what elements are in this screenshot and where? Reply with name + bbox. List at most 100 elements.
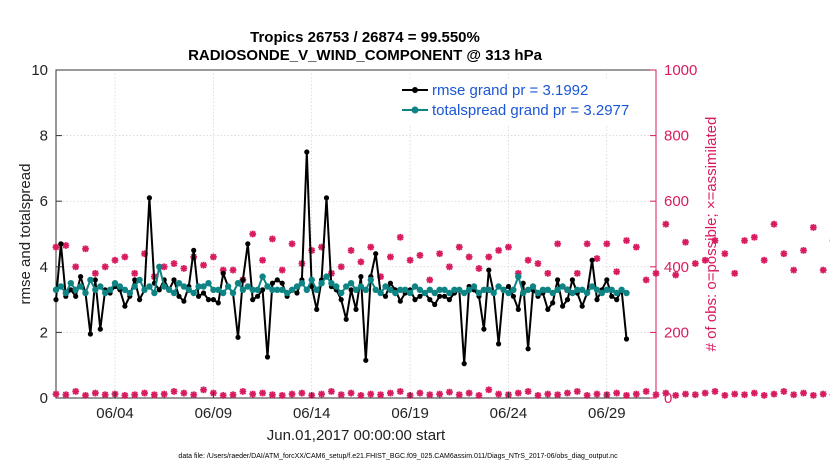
- totalspread-point: [539, 286, 547, 293]
- totalspread-point: [72, 286, 79, 293]
- totalspread-point: [57, 283, 65, 290]
- obs-possible-point: [436, 250, 444, 258]
- totalspread-point: [249, 286, 256, 293]
- totalspread-point: [480, 286, 488, 293]
- obs-assimilated-point: [416, 389, 424, 397]
- totalspread-point: [603, 286, 610, 293]
- rmse-point: [269, 280, 275, 286]
- rmse-point: [132, 277, 138, 283]
- obs-assimilated-point: [426, 391, 434, 399]
- totalspread-point: [505, 289, 512, 297]
- rmse-point: [515, 306, 521, 312]
- obs-assimilated-point: [249, 390, 257, 398]
- totalspread-point: [613, 289, 620, 297]
- obs-possible-point: [278, 266, 286, 274]
- totalspread-point: [598, 289, 606, 297]
- obs-assimilated-point: [642, 388, 650, 395]
- obs-possible-point: [790, 266, 798, 274]
- obs-assimilated-point: [170, 388, 178, 395]
- obs-assimilated-point: [770, 390, 778, 398]
- obs-assimilated-point: [672, 391, 680, 399]
- legend-rmse-label: rmse grand pr = 3.1992: [432, 82, 588, 99]
- rmse-point: [358, 274, 364, 280]
- obs-possible-point: [416, 251, 424, 259]
- y-tick-label-right: 0: [664, 390, 672, 407]
- totalspread-point: [470, 283, 478, 290]
- totalspread-point: [220, 289, 227, 297]
- obs-possible-point: [750, 233, 758, 241]
- rmse-point: [564, 297, 571, 303]
- rmse-point: [309, 283, 315, 290]
- legend-box: [398, 78, 650, 126]
- totalspread-point: [126, 289, 133, 297]
- totalspread-point: [146, 283, 153, 290]
- totalspread-point: [288, 286, 296, 293]
- obs-assimilated-point: [662, 389, 670, 397]
- rmse-point: [53, 297, 59, 303]
- totalspread-point: [106, 286, 114, 293]
- rmse-point: [205, 297, 212, 303]
- totalspread-point: [165, 286, 173, 293]
- obs-possible-point: [819, 266, 827, 274]
- totalspread-point: [485, 286, 492, 293]
- obs-assimilated-point: [465, 389, 473, 397]
- obs-assimilated-point: [573, 388, 581, 395]
- obs-assimilated-point: [91, 389, 99, 397]
- totalspread-point: [593, 286, 601, 293]
- rmse-point: [387, 280, 393, 286]
- obs-assimilated-point: [485, 386, 493, 394]
- obs-assimilated-point: [819, 390, 827, 398]
- rmse-point: [353, 306, 359, 312]
- totalspread-point: [180, 283, 188, 290]
- rmse-point: [87, 331, 93, 337]
- obs-assimilated-point: [613, 389, 621, 397]
- obs-possible-point: [524, 256, 532, 264]
- obs-possible-point: [741, 237, 748, 244]
- rmse-point: [560, 303, 566, 309]
- totalspread-point: [308, 276, 315, 284]
- obs-assimilated-point: [760, 391, 768, 399]
- obs-possible-point: [573, 269, 581, 277]
- obs-possible-point: [475, 265, 483, 272]
- rmse-point: [156, 287, 162, 293]
- y-tick-label-right: 800: [664, 128, 689, 145]
- rmse-point: [274, 277, 280, 283]
- totalspread-point: [357, 283, 365, 290]
- obs-assimilated-point: [347, 389, 355, 397]
- totalspread-point: [185, 286, 192, 293]
- obs-assimilated-point: [141, 389, 148, 397]
- totalspread-point: [524, 286, 532, 293]
- series-layer: [52, 149, 830, 399]
- rmse-point: [363, 357, 369, 363]
- rmse-point: [343, 316, 349, 322]
- totalspread-point: [618, 286, 625, 293]
- y-tick-label-left: 10: [31, 62, 48, 79]
- rmse-point: [210, 297, 216, 303]
- obs-assimilated-point: [593, 390, 601, 398]
- obs-assimilated-point: [318, 390, 325, 398]
- obs-assimilated-point: [82, 391, 89, 399]
- totalspread-point: [411, 283, 419, 290]
- chart-title-line1: Tropics 26753 / 26874 = 99.550%: [250, 29, 480, 46]
- obs-possible-point: [101, 263, 109, 271]
- rmse-point: [191, 247, 197, 253]
- totalspread-point: [352, 286, 360, 293]
- rmse-point: [417, 293, 423, 299]
- rmse-point: [496, 341, 502, 347]
- totalspread-point: [82, 289, 89, 297]
- obs-possible-point: [770, 220, 778, 228]
- totalspread-point: [465, 286, 473, 293]
- totalspread-point: [298, 280, 306, 287]
- totalspread-point: [608, 286, 615, 293]
- totalspread-point: [347, 280, 355, 287]
- obs-possible-point: [603, 240, 611, 248]
- totalspread-point: [102, 289, 109, 297]
- totalspread-point: [579, 286, 586, 293]
- totalspread-point: [283, 289, 291, 297]
- obs-assimilated-point: [239, 388, 247, 395]
- obs-assimilated-point: [446, 388, 453, 396]
- right-axis: 0 200 400 600 800 1000: [650, 62, 697, 407]
- rmse-point: [432, 301, 438, 308]
- rmse-point: [176, 293, 182, 299]
- obs-possible-point: [121, 253, 129, 261]
